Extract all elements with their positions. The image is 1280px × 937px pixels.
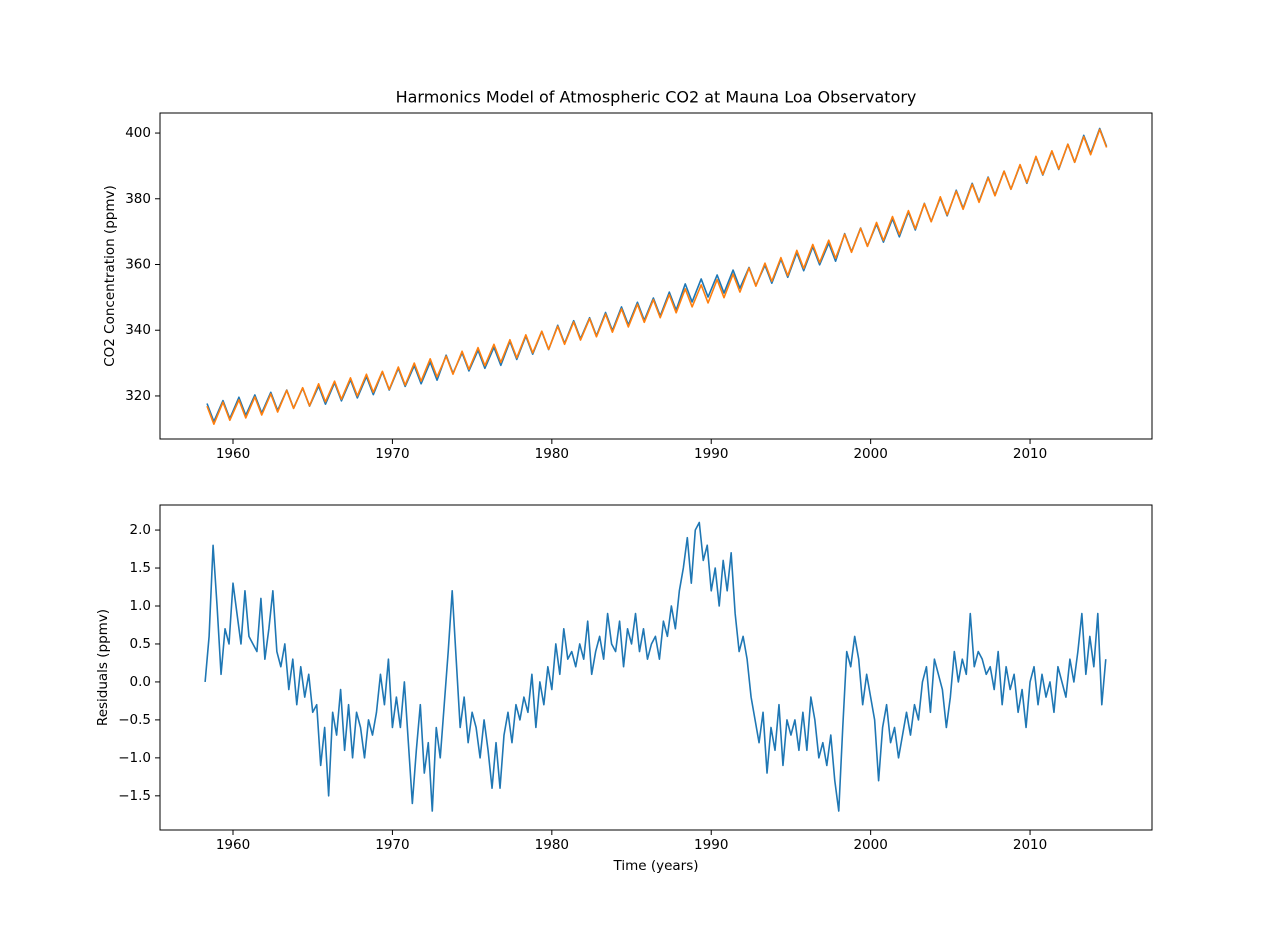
plot-frame: [159, 112, 1153, 440]
x-tick-label: 1960: [216, 837, 250, 853]
x-tick-label: 1980: [535, 446, 569, 462]
y-tick-label: 2.0: [130, 522, 151, 538]
x-axis-label: Time (years): [612, 858, 698, 874]
data-line: [206, 128, 1108, 426]
x-tick-label: 1970: [375, 837, 409, 853]
y-axis-label: CO2 Concentration (ppmv): [102, 185, 118, 367]
y-tick-label: 0.5: [130, 636, 151, 652]
y-tick-label: 380: [125, 191, 151, 207]
data-line: [204, 521, 1107, 812]
y-tick-label: 360: [125, 256, 151, 272]
x-tick-label: 1960: [216, 446, 250, 462]
y-axis-label: Residuals (ppmv): [95, 609, 111, 726]
x-tick-label: 1980: [535, 837, 569, 853]
y-tick-label: −1.0: [118, 750, 151, 766]
y-tick-label: −1.5: [118, 788, 151, 804]
y-tick-label: 1.5: [130, 560, 151, 576]
x-tick-label: 1990: [694, 446, 728, 462]
x-tick-label: 2000: [853, 446, 887, 462]
y-tick-label: 0.0: [130, 674, 151, 690]
plot-frame: [159, 504, 1153, 831]
data-line: [206, 127, 1108, 423]
y-tick-label: 1.0: [130, 598, 151, 614]
x-tick-label: 1990: [694, 837, 728, 853]
chart-title: Harmonics Model of Atmospheric CO2 at Ma…: [396, 88, 917, 107]
x-tick-label: 1970: [375, 446, 409, 462]
x-tick-label: 2000: [853, 837, 887, 853]
y-tick-label: −0.5: [118, 712, 151, 728]
x-tick-label: 2010: [1013, 446, 1047, 462]
x-tick-label: 2010: [1013, 837, 1047, 853]
y-tick-label: 340: [125, 322, 151, 338]
y-tick-label: 400: [125, 125, 151, 141]
y-tick-label: 320: [125, 388, 151, 404]
